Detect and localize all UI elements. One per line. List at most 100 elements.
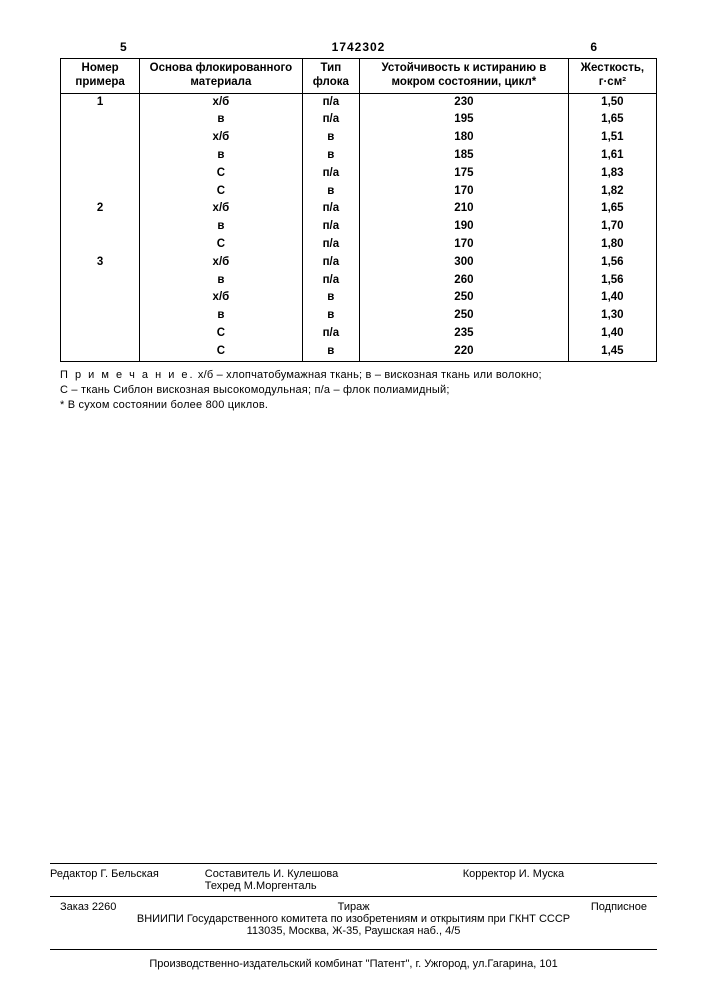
table-cell: 1,82 xyxy=(568,183,656,201)
table-cell: п/а xyxy=(302,218,359,236)
table-cell: в xyxy=(140,111,303,129)
col-header: Жесткость, г·см² xyxy=(568,59,656,94)
order-number: Заказ 2260 xyxy=(60,901,116,913)
table-cell: 3 xyxy=(61,254,140,272)
table-cell: 210 xyxy=(360,200,569,218)
data-table: Номер примера Основа флокированного мате… xyxy=(60,58,657,362)
table-cell: 1,65 xyxy=(568,111,656,129)
table-cell xyxy=(61,129,140,147)
table-cell: 180 xyxy=(360,129,569,147)
table-cell: 1,61 xyxy=(568,147,656,165)
table-cell: 1,70 xyxy=(568,218,656,236)
table-cell: х/б xyxy=(140,93,303,111)
table-row: вп/а1901,70 xyxy=(61,218,657,236)
table-cell xyxy=(61,218,140,236)
table-row: 3х/бп/а3001,56 xyxy=(61,254,657,272)
table-cell xyxy=(61,325,140,343)
table-cell xyxy=(61,165,140,183)
table-row: х/бв2501,40 xyxy=(61,289,657,307)
table-cell xyxy=(61,307,140,325)
table-cell: С xyxy=(140,343,303,361)
table-row: вп/а1951,65 xyxy=(61,111,657,129)
publisher-org: ВНИИПИ Государственного комитета по изоб… xyxy=(50,913,657,925)
table-cell: 250 xyxy=(360,307,569,325)
table-cell: 1,80 xyxy=(568,236,656,254)
table-cell: в xyxy=(302,147,359,165)
table-cell: в xyxy=(140,147,303,165)
table-cell: С xyxy=(140,325,303,343)
table-cell: в xyxy=(140,307,303,325)
table-cell: 175 xyxy=(360,165,569,183)
table-cell: в xyxy=(302,343,359,361)
note-text: * В сухом состоянии более 800 циклов. xyxy=(60,398,657,413)
table-cell: в xyxy=(302,183,359,201)
table-cell: 1,40 xyxy=(568,289,656,307)
table-cell xyxy=(61,111,140,129)
table-notes: П р и м е ч а н и е. х/б – хлопчатобумаж… xyxy=(60,368,657,414)
table-cell: п/а xyxy=(302,111,359,129)
table-cell xyxy=(61,183,140,201)
tech-editor: Техред М.Моргенталь xyxy=(205,880,448,892)
table-cell: 250 xyxy=(360,289,569,307)
table-cell: в xyxy=(302,129,359,147)
table-row: вп/а2601,56 xyxy=(61,272,657,290)
subscription: Подписное xyxy=(591,901,647,913)
table-cell: 1,30 xyxy=(568,307,656,325)
table-cell: п/а xyxy=(302,200,359,218)
table-cell: 230 xyxy=(360,93,569,111)
table-cell: х/б xyxy=(140,254,303,272)
table-cell: 1,56 xyxy=(568,254,656,272)
table-row: Сп/а1701,80 xyxy=(61,236,657,254)
table-row: 1х/бп/а2301,50 xyxy=(61,93,657,111)
printer-info: Производственно-издательский комбинат "П… xyxy=(50,950,657,970)
table-cell: п/а xyxy=(302,325,359,343)
table-cell: 170 xyxy=(360,183,569,201)
note-text: х/б – хлопчатобумажная ткань; в – вискоз… xyxy=(195,369,542,381)
table-cell: в xyxy=(140,218,303,236)
page-num-left: 5 xyxy=(120,40,127,54)
table-row: Сп/а2351,40 xyxy=(61,325,657,343)
page-num-right: 6 xyxy=(590,40,597,54)
table-row: вв1851,61 xyxy=(61,147,657,165)
compiler: Составитель И. Кулешова xyxy=(205,868,448,880)
table-cell: 1,40 xyxy=(568,325,656,343)
table-cell: 2 xyxy=(61,200,140,218)
colophon: Редактор Г. Бельская Составитель И. Куле… xyxy=(50,863,657,970)
table-cell: 220 xyxy=(360,343,569,361)
table-cell: С xyxy=(140,236,303,254)
table-cell: х/б xyxy=(140,200,303,218)
table-cell: 195 xyxy=(360,111,569,129)
table-cell: 1 xyxy=(61,93,140,111)
table-cell: в xyxy=(302,289,359,307)
table-row: вв2501,30 xyxy=(61,307,657,325)
table-cell xyxy=(61,147,140,165)
table-row: Св1701,82 xyxy=(61,183,657,201)
table-cell: х/б xyxy=(140,129,303,147)
table-cell: п/а xyxy=(302,93,359,111)
table-cell xyxy=(61,289,140,307)
editor: Редактор Г. Бельская xyxy=(50,868,190,892)
table-header-row: Номер примера Основа флокированного мате… xyxy=(61,59,657,94)
table-row: 2х/бп/а2101,65 xyxy=(61,200,657,218)
col-header: Устойчивость к истиранию в мокром состоя… xyxy=(360,59,569,94)
publisher-addr: 113035, Москва, Ж-35, Раушская наб., 4/5 xyxy=(50,925,657,937)
patent-number: 1742302 xyxy=(332,40,386,54)
table-cell: в xyxy=(302,307,359,325)
table-cell: 1,65 xyxy=(568,200,656,218)
col-header: Основа флокированного материала xyxy=(140,59,303,94)
table-cell: 260 xyxy=(360,272,569,290)
table-row: х/бв1801,51 xyxy=(61,129,657,147)
table-cell xyxy=(61,236,140,254)
page-header: 5 1742302 6 xyxy=(60,40,657,58)
table-cell: п/а xyxy=(302,254,359,272)
table-cell: п/а xyxy=(302,236,359,254)
table-cell xyxy=(61,343,140,361)
col-header: Номер примера xyxy=(61,59,140,94)
table-cell: п/а xyxy=(302,272,359,290)
table-cell: 235 xyxy=(360,325,569,343)
col-header: Тип флока xyxy=(302,59,359,94)
table-cell: С xyxy=(140,183,303,201)
table-cell: 1,45 xyxy=(568,343,656,361)
table-cell: 190 xyxy=(360,218,569,236)
table-cell: 1,51 xyxy=(568,129,656,147)
